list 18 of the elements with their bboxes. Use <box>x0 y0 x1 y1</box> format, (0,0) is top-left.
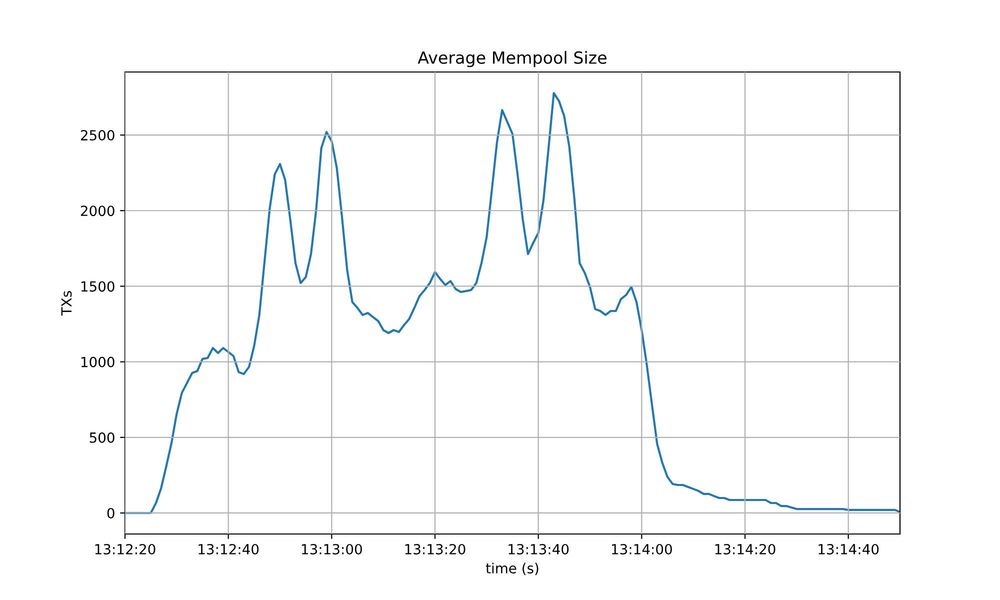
chart-title: Average Mempool Size <box>418 51 606 68</box>
x-tick-label: 13:14:40 <box>818 544 879 554</box>
x-tick-label: 13:14:00 <box>612 544 672 554</box>
y-tick-label: 0 <box>107 508 114 518</box>
x-tick-label: 13:13:00 <box>302 544 362 554</box>
x-tick-label: 13:12:20 <box>95 544 156 554</box>
x-tick-label: 13:14:20 <box>715 544 776 554</box>
x-axis-title: time (s) <box>486 562 538 576</box>
y-tick-label: 2500 <box>80 130 114 141</box>
y-tick-label: 1500 <box>81 281 114 292</box>
y-tick-label: 1000 <box>81 356 114 368</box>
x-tick-label: 13:12:40 <box>198 544 259 554</box>
line-series <box>125 92 900 514</box>
x-tick-label: 13:13:40 <box>508 544 569 554</box>
y-tick-label: 500 <box>90 432 114 443</box>
y-axis-title: TXs <box>61 291 72 316</box>
x-tick-label: 13:13:20 <box>405 544 466 554</box>
y-tick-label: 2000 <box>80 206 114 216</box>
